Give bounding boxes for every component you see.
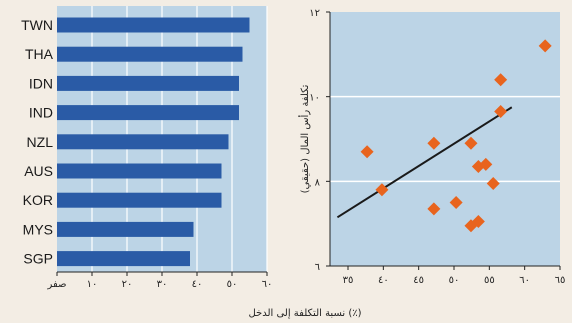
shared-x-axis-title: نسبة التكلفة إلى الدخل (٪): [248, 308, 361, 319]
scatter-y-tick-label: ٦: [315, 262, 320, 273]
bar-chart: TWN THA IDN IND NZL AUS KOR MYS SGP صفر ١٠ ٢٠ ٣٠ ٤٠ ٥٠…: [21, 6, 272, 290]
scatter-x-tick-label: ٦٠: [519, 275, 530, 286]
scatter-x-tick-label: ٦٥: [555, 275, 566, 286]
bar-label-aus: AUS: [24, 163, 53, 179]
scatter-point: [494, 104, 508, 118]
bar-x-tick-label: ٥٠: [227, 279, 238, 290]
bar-idn: [57, 75, 239, 91]
bar-label-sgp: SGP: [23, 251, 53, 267]
bar-mys: [57, 221, 194, 237]
scatter-point: [375, 183, 389, 197]
bar-label-tha: THA: [25, 46, 54, 62]
bar-x-tick-label: ٢٠: [122, 279, 133, 290]
bar-sgp: [57, 251, 190, 267]
scatter-point: [486, 176, 500, 190]
bar-label-kor: KOR: [23, 192, 53, 208]
scatter-point: [449, 196, 463, 209]
scatter-y-axis-title: تكلفة رأس المال (حقيقي): [298, 84, 311, 193]
bar-label-mys: MYS: [23, 221, 53, 237]
scatter-point: [538, 39, 552, 53]
scatter-point: [427, 202, 441, 216]
scatter-point: [471, 215, 485, 229]
bar-twn: [57, 17, 250, 33]
bar-x-tick-label: ٤٠: [192, 279, 203, 290]
scatter-point: [360, 145, 374, 159]
scatter-x-tick-label: ٤٥: [413, 275, 424, 286]
bar-x-tick-label: صفر: [46, 279, 66, 290]
scatter-point: [464, 136, 478, 150]
scatter-x-tick-label: ٥٠: [449, 275, 460, 286]
bar-x-tick-label: ١٠: [87, 279, 98, 290]
bar-tha: [57, 46, 243, 62]
scatter-x-tick-label: ٣٥: [343, 275, 354, 286]
bar-x-tick-label: ٦٠: [262, 279, 273, 290]
bar-label-ind: IND: [29, 105, 53, 121]
bar-label-nzl: NZL: [27, 134, 54, 150]
scatter-chart: ٦ ٨ ١٠ ١٢ ٣٥ ٤٠ ٤٥ ٥٠ ٥٥ ٦٠ ٦٥ تكلفة رأس المال (حقي…: [298, 8, 565, 286]
scatter-x-tick-label: ٥٥: [484, 275, 495, 286]
scatter-point: [427, 136, 441, 150]
trend-line: [336, 106, 513, 219]
bar-nzl: [57, 134, 229, 150]
scatter-point: [494, 73, 508, 87]
scatter-point: [479, 157, 493, 171]
bar-label-twn: TWN: [21, 17, 53, 33]
scatter-y-tick-label: ١٠: [309, 93, 320, 104]
bar-aus: [57, 163, 222, 179]
scatter-x-tick-label: ٤٠: [378, 275, 389, 286]
bar-label-idn: IDN: [29, 75, 53, 91]
scatter-y-tick-label: ٨: [315, 177, 321, 188]
bar-x-tick-label: ٣٠: [157, 279, 168, 290]
bar-kor: [57, 192, 222, 208]
scatter-plot-background: [330, 12, 560, 266]
scatter-y-tick-label: ١٢: [309, 8, 320, 19]
bar-ind: [57, 105, 239, 121]
